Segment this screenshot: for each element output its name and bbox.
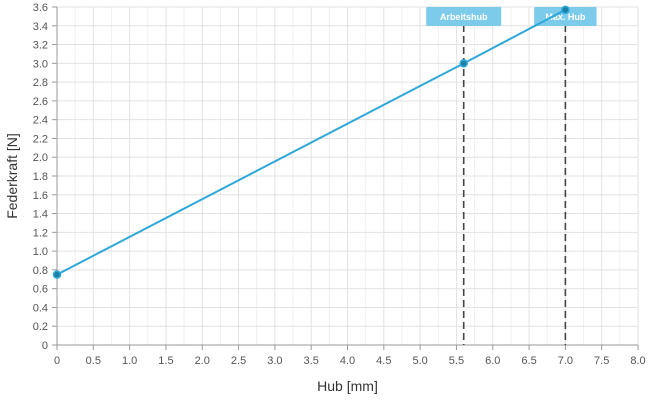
x-tick-label: 6.5 (521, 355, 536, 367)
marker: Max. Hub (534, 7, 597, 345)
data-point (52, 270, 62, 279)
data-point (561, 5, 570, 15)
marker-label-box (534, 7, 597, 26)
x-tick-label: 1.5 (158, 355, 173, 367)
x-tick-label: 7.0 (558, 355, 573, 367)
y-tick-label: 2.2 (33, 133, 48, 145)
x-tick-label: 4.5 (376, 355, 391, 367)
y-tick-label: 1.4 (33, 209, 48, 221)
y-tick-label: 3.6 (33, 2, 48, 14)
x-tick-label: 7.5 (594, 355, 609, 367)
x-axis-ticks: 0 0.5 1.0 1.5 2.0 2.5 3.0 3.5 4.0 4.5 5.0 5.5 6.0 6.5… (54, 345, 646, 367)
y-tick-label: 1.6 (33, 190, 48, 202)
y-tick-label: 2.8 (33, 77, 48, 89)
x-tick-label: 8.0 (630, 355, 645, 367)
y-tick-label: 3.0 (33, 58, 48, 70)
x-tick-label: 5.5 (449, 355, 464, 367)
y-tick-label: 2.0 (33, 152, 48, 164)
marker: Arbeitshub (426, 7, 502, 345)
y-tick-label: 1.2 (33, 227, 48, 239)
y-axis-ticks: 0 0.2 0.4 0.6 0.8 1.0 1.2 1.4 1.6 1.8 2.0 2.2 2.4 2.6… (33, 2, 57, 352)
x-tick-label: 5.0 (412, 355, 427, 367)
x-tick-label: 0 (54, 355, 60, 367)
x-tick-label: 0.5 (86, 355, 101, 367)
marker-lines: Arbeitshub Max. Hub (426, 7, 597, 345)
grid (57, 6, 639, 345)
x-tick-label: 3.5 (304, 355, 319, 367)
x-tick-label: 1.0 (122, 355, 137, 367)
y-tick-label: 1.8 (33, 171, 48, 183)
y-tick-label: 2.4 (33, 115, 48, 127)
data-point (459, 59, 468, 68)
x-tick-label: 6.0 (485, 355, 500, 367)
x-tick-label: 3.0 (267, 355, 282, 367)
x-tick-label: 2.5 (231, 355, 246, 367)
data-series (52, 5, 570, 279)
y-tick-label: 0.6 (33, 284, 48, 296)
y-tick-label: 2.6 (33, 96, 48, 108)
y-tick-label: 0 (42, 340, 48, 352)
y-tick-label: 0.8 (33, 265, 48, 277)
x-tick-label: 2.0 (195, 355, 210, 367)
x-tick-label: 4.0 (340, 355, 355, 367)
y-tick-label: 3.2 (33, 40, 48, 52)
marker-label-box (426, 7, 502, 26)
y-axis-title: Federkraft [N] (4, 133, 20, 219)
y-tick-label: 3.4 (33, 21, 48, 33)
x-axis-title: Hub [mm] (317, 378, 378, 394)
marker-label: Max. Hub (545, 12, 586, 22)
y-tick-label: 0.4 (33, 302, 48, 314)
y-tick-label: 1.0 (33, 246, 48, 258)
y-tick-label: 0.2 (33, 321, 48, 333)
marker-label: Arbeitshub (440, 12, 488, 22)
